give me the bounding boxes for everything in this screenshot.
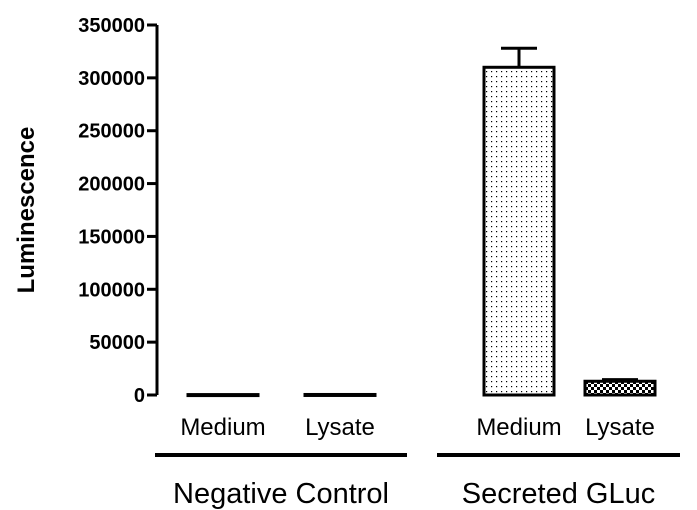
y-tick-label: 50000: [89, 332, 145, 354]
y-tick-label: 250000: [78, 121, 145, 143]
bar: [583, 379, 657, 397]
x-tick-label: Lysate: [585, 414, 655, 441]
y-axis: 0 50000 100000 150000 200000 250000 300000 3500…: [78, 15, 159, 407]
group-label: Negative Control: [173, 478, 389, 510]
x-axis-labels: Medium Lysate Medium Lysate: [180, 414, 655, 441]
group-brackets: Negative Control Secreted GLuc: [155, 453, 680, 510]
bar: [186, 393, 260, 398]
bars: [186, 46, 657, 398]
y-tick-label: 0: [134, 385, 145, 407]
y-tick-label: 100000: [78, 279, 145, 301]
bar: [482, 65, 556, 397]
x-tick-label: Medium: [476, 414, 561, 441]
y-tick-label: 200000: [78, 174, 145, 196]
group-label: Secreted GLuc: [462, 478, 655, 510]
y-tick-label: 350000: [78, 15, 145, 37]
y-tick-label: 150000: [78, 226, 145, 248]
bar: [303, 392, 377, 397]
y-axis-title: Luminescence: [13, 127, 40, 294]
y-tick-label: 300000: [78, 68, 145, 90]
x-tick-label: Lysate: [305, 414, 375, 441]
x-tick-label: Medium: [180, 414, 265, 441]
